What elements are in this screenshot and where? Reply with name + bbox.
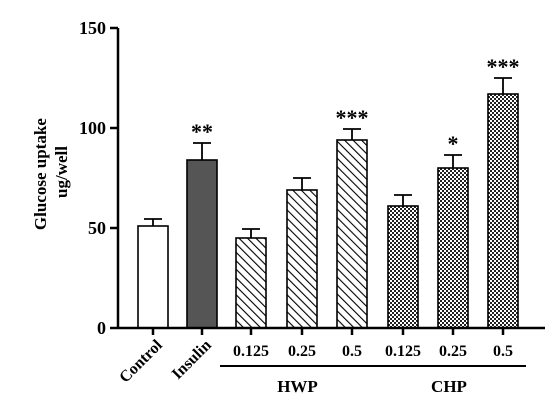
group-label: CHP [431, 377, 467, 396]
y-axis: 0 50 100 150 [79, 18, 120, 338]
x-tick-label: 0.125 [385, 343, 421, 360]
bar [437, 167, 469, 329]
y-tick-label: 150 [79, 18, 106, 38]
bar [137, 225, 169, 329]
y-tick-label: 0 [97, 318, 106, 338]
significance-marker: * [448, 131, 459, 156]
bar [186, 159, 218, 329]
x-tick-label: 0.5 [493, 343, 513, 360]
x-tick-label: Insulin [169, 337, 215, 383]
x-tick-label: 0.125 [233, 343, 269, 360]
x-tick-label: 0.25 [288, 343, 316, 360]
bar [235, 237, 267, 329]
x-tick-label: 0.5 [342, 343, 362, 360]
y-axis-label-line-2: ug/well [52, 146, 71, 198]
bars-layer: ********* [137, 54, 520, 329]
x-tick-label: Control [116, 336, 166, 386]
bar [336, 139, 368, 329]
x-tick-label: 0.25 [439, 343, 467, 360]
bar [487, 93, 519, 329]
bar [387, 205, 419, 329]
group-label: HWP [277, 377, 318, 396]
significance-marker: ** [191, 119, 213, 144]
group-brackets: HWP CHP [220, 365, 526, 396]
significance-marker: *** [487, 54, 520, 79]
y-tick-label: 50 [88, 218, 106, 238]
y-axis-label-line-1: Glucose uptake [31, 118, 50, 230]
y-tick-label: 100 [79, 118, 106, 138]
x-axis: Control Insulin 0.125 0.25 0.5 0.125 0.25 0.5 [116, 326, 545, 386]
bar [286, 189, 318, 329]
significance-marker: *** [336, 105, 369, 130]
y-axis-label: Glucose uptake ug/well [31, 114, 71, 230]
